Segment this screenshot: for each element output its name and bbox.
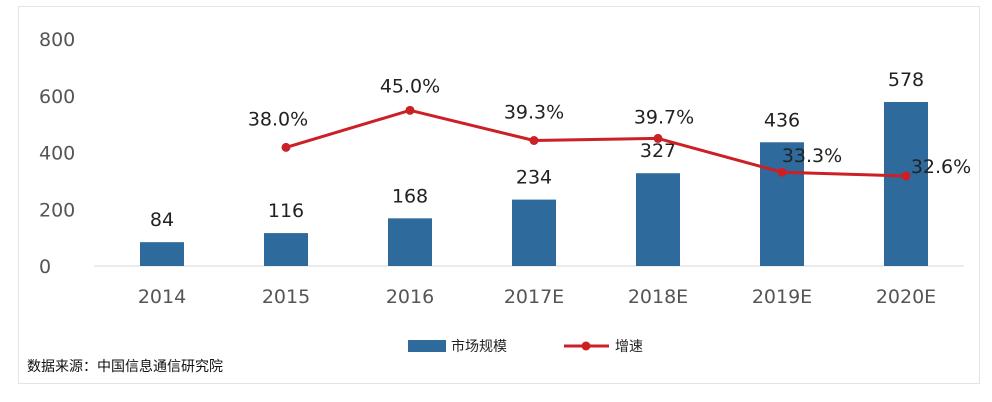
bar-data-label: 168 [392, 185, 428, 207]
growth-point [901, 171, 911, 181]
bar-data-label: 116 [268, 200, 304, 222]
growth-point [281, 142, 291, 152]
combo-chart: 0 200 400 600 800 2014 2015 2016 2017E 2018E 2019E… [27, 29, 971, 375]
growth-point [529, 136, 539, 146]
y-tick-label: 200 [39, 199, 75, 221]
growth-line [285, 108, 907, 178]
legend-label-bar: 市场规模 [451, 338, 507, 355]
bar [884, 101, 928, 267]
growth-point [405, 105, 415, 115]
line-data-label: 39.3% [504, 102, 564, 124]
source-note: 数据来源：中国信息通信研究院 [27, 358, 223, 375]
bar [760, 142, 804, 266]
x-tick-label: 2015 [262, 286, 310, 308]
bar [512, 199, 556, 266]
legend-label-line: 增速 [615, 339, 643, 355]
growth-point [777, 167, 787, 177]
x-tick-label: 2020E [876, 286, 936, 308]
bar-data-label: 234 [516, 167, 552, 189]
x-tick-label: 2018E [628, 286, 688, 308]
y-tick-label: 0 [39, 256, 51, 278]
bar [140, 242, 184, 266]
chart-frame: 0 200 400 600 800 2014 2015 2016 2017E 2018E 2019E… [18, 6, 980, 384]
line-data-label: 38.0% [248, 108, 308, 130]
bar [636, 173, 680, 266]
x-tick-label: 2016 [386, 286, 434, 308]
bar [264, 233, 308, 266]
line-data-label: 45.0% [380, 75, 440, 97]
bar-data-label: 327 [640, 140, 676, 162]
growth-point [653, 133, 663, 143]
y-tick-label: 400 [39, 143, 75, 165]
bar [388, 218, 432, 266]
x-tick-label: 2017E [504, 286, 564, 308]
y-tick-label: 600 [39, 86, 75, 108]
line-data-label: 32.6% [911, 156, 971, 178]
x-tick-label: 2019E [752, 286, 812, 308]
bar-data-label: 578 [888, 69, 924, 91]
bar-data-label: 436 [764, 109, 800, 131]
bar-data-label: 84 [150, 209, 174, 231]
legend-swatch-bar [408, 340, 446, 352]
legend-swatch-marker [581, 341, 591, 351]
y-tick-label: 800 [39, 29, 75, 51]
x-tick-label: 2014 [138, 286, 186, 308]
line-data-label: 33.3% [782, 145, 842, 167]
line-data-label: 39.7% [634, 106, 694, 128]
